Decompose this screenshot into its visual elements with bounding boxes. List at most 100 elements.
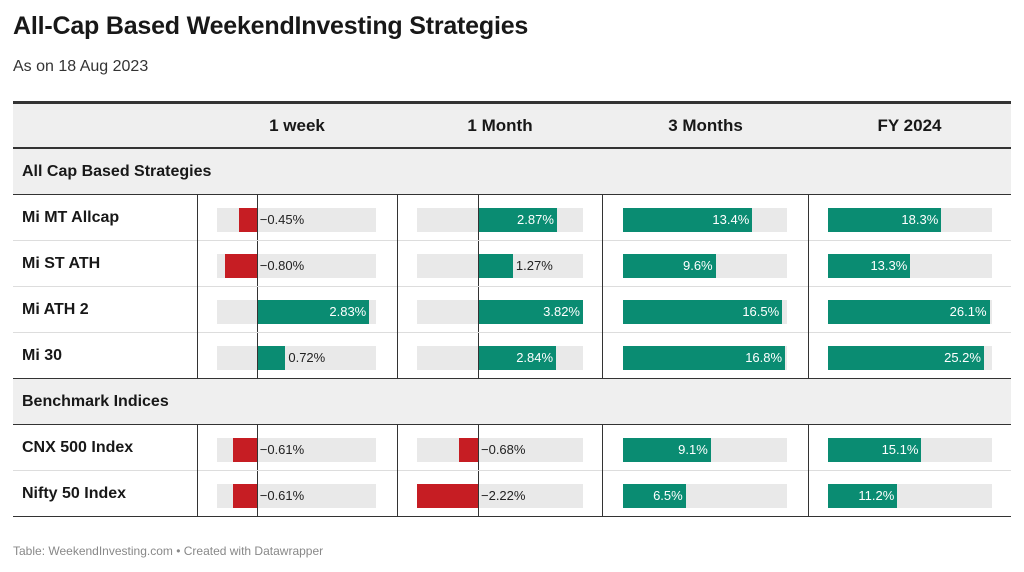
- row-label: Nifty 50 Index: [22, 485, 127, 502]
- column-divider: [602, 425, 603, 517]
- bar-track: −0.68%: [417, 425, 583, 471]
- bar-mark: [828, 300, 990, 324]
- bar-mark: [623, 300, 783, 324]
- chart-title: All-Cap Based WeekendInvesting Strategie…: [13, 12, 529, 40]
- value-label: 16.5%: [742, 304, 780, 319]
- bar-track: 16.5%: [623, 300, 787, 324]
- bar-mark: [478, 208, 557, 232]
- bar-mark: [623, 438, 711, 462]
- column-divider: [197, 425, 198, 517]
- bar-mark: [478, 300, 583, 324]
- bar-track: 11.2%: [828, 484, 992, 508]
- column-divider: [397, 195, 398, 379]
- bar-mark: [238, 208, 257, 232]
- bar-mark: [256, 300, 370, 324]
- bar-mark: [828, 254, 911, 278]
- value-label: 13.3%: [870, 258, 908, 273]
- column-header-1-month[interactable]: 1 Month: [467, 116, 533, 135]
- bar-mark: [623, 484, 686, 508]
- bar-track: −2.22%: [417, 471, 583, 517]
- bar-track: 2.87%: [417, 195, 583, 241]
- value-label: 6.5%: [653, 488, 683, 503]
- value-label: −0.61%: [259, 488, 305, 503]
- table-row[interactable]: Mi 30 0.72% 2.84% 16.8% 25.2%: [13, 333, 1011, 379]
- bar-track: 0.72%: [217, 333, 376, 379]
- column-divider: [397, 425, 398, 517]
- bar-track: 9.6%: [623, 254, 787, 278]
- bar-mark: [478, 346, 557, 370]
- table-row[interactable]: Mi MT Allcap −0.45% 2.87% 13.4% 18.3%: [13, 195, 1011, 241]
- bar-track: 2.84%: [417, 333, 583, 379]
- group-header-label: All Cap Based Strategies: [22, 163, 212, 180]
- column-header-1-week[interactable]: 1 week: [269, 116, 325, 135]
- row-label: Mi MT Allcap: [22, 209, 120, 226]
- zero-baseline: [256, 333, 258, 379]
- bar-mark: [623, 254, 716, 278]
- group-header-row: All Cap Based Strategies: [13, 149, 1011, 194]
- value-label: 2.87%: [517, 212, 554, 227]
- bar-track: 13.3%: [828, 254, 992, 278]
- bar-track: 26.1%: [828, 300, 992, 324]
- column-divider: [197, 195, 198, 379]
- zero-baseline: [256, 471, 258, 517]
- bar-mark: [478, 254, 513, 278]
- table-row[interactable]: Mi ATH 2 2.83% 3.82% 16.5% 26.1%: [13, 287, 1011, 333]
- header-row: 1 week 1 Month 3 Months FY 2024: [13, 104, 1011, 147]
- row-divider: [13, 470, 1011, 471]
- value-label: 15.1%: [881, 442, 919, 457]
- group-bottom-rule: [13, 378, 1011, 379]
- table-row[interactable]: CNX 500 Index −0.61% −0.68% 9.1% 15.1%: [13, 425, 1011, 471]
- zero-baseline: [256, 425, 258, 471]
- column-divider: [602, 195, 603, 379]
- group-header-row: Benchmark Indices: [13, 379, 1011, 424]
- bar-track: 15.1%: [828, 438, 992, 462]
- zero-baseline: [478, 195, 479, 241]
- bar-mark: [459, 438, 478, 462]
- value-label: −0.68%: [481, 442, 526, 457]
- column-divider: [808, 425, 809, 517]
- bar-mark: [417, 484, 478, 508]
- zero-baseline: [478, 333, 479, 379]
- row-label: Mi ATH 2: [22, 301, 89, 318]
- bar-track: 1.27%: [417, 241, 583, 287]
- row-label: CNX 500 Index: [22, 439, 134, 456]
- row-divider: [13, 240, 1011, 241]
- group-rule: [13, 424, 1011, 425]
- row-label: Mi ST ATH: [22, 255, 101, 272]
- bar-mark: [256, 346, 286, 370]
- zero-baseline: [256, 195, 258, 241]
- value-label: −0.80%: [259, 258, 305, 273]
- value-label: 26.1%: [949, 304, 987, 319]
- chart-subtitle: As on 18 Aug 2023: [13, 58, 149, 75]
- value-label: 2.83%: [329, 304, 367, 319]
- bar-mark: [232, 484, 257, 508]
- table-row[interactable]: Mi ST ATH −0.80% 1.27% 9.6% 13.3%: [13, 241, 1011, 287]
- value-label: −0.61%: [259, 442, 305, 457]
- bar-mark: [828, 208, 942, 232]
- bar-mark: [828, 438, 922, 462]
- value-label: 25.2%: [944, 350, 981, 365]
- row-divider: [13, 286, 1011, 287]
- zero-baseline: [256, 287, 258, 333]
- bar-track: 6.5%: [623, 484, 787, 508]
- bar-track: 13.4%: [623, 208, 787, 232]
- value-label: 9.1%: [678, 442, 708, 457]
- bar-track: −0.80%: [217, 241, 376, 287]
- column-header-fy-2024[interactable]: FY 2024: [877, 116, 942, 135]
- zero-baseline: [478, 241, 479, 287]
- value-label: 16.8%: [745, 350, 783, 365]
- group-bottom-rule: [13, 516, 1011, 517]
- header-top-rule: [13, 101, 1011, 104]
- column-divider: [808, 195, 809, 379]
- column-header-3-months[interactable]: 3 Months: [668, 116, 743, 135]
- group-rule: [13, 194, 1011, 195]
- zero-baseline: [478, 471, 479, 517]
- value-label: 2.84%: [516, 350, 554, 365]
- bar-track: −0.61%: [217, 425, 376, 471]
- bar-track: 2.83%: [217, 287, 376, 333]
- row-divider: [13, 332, 1011, 333]
- bar-mark: [828, 484, 898, 508]
- table-row[interactable]: Nifty 50 Index −0.61% −2.22% 6.5% 11.2%: [13, 471, 1011, 517]
- zero-baseline: [478, 425, 479, 471]
- value-label: 18.3%: [901, 212, 939, 227]
